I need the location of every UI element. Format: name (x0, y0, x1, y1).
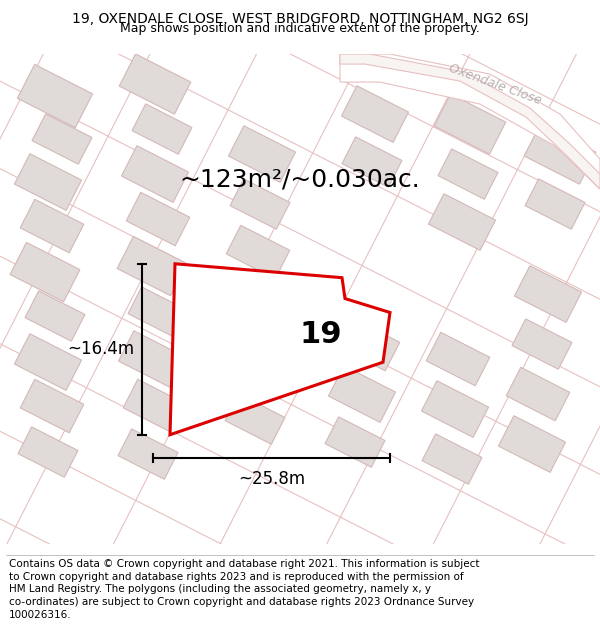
Polygon shape (422, 434, 482, 484)
Polygon shape (121, 146, 188, 202)
Polygon shape (17, 64, 92, 128)
Polygon shape (340, 54, 600, 189)
Polygon shape (336, 318, 400, 371)
Polygon shape (170, 264, 390, 435)
Text: 19: 19 (299, 321, 342, 349)
Text: ~123m²/~0.030ac.: ~123m²/~0.030ac. (179, 167, 421, 191)
Polygon shape (434, 94, 506, 154)
Polygon shape (426, 332, 490, 386)
Polygon shape (525, 179, 585, 229)
Polygon shape (512, 319, 572, 369)
Text: Map shows position and indicative extent of the property.: Map shows position and indicative extent… (120, 22, 480, 35)
Polygon shape (10, 242, 80, 302)
Text: ~25.8m: ~25.8m (238, 469, 305, 488)
Polygon shape (18, 427, 78, 478)
Polygon shape (438, 149, 498, 199)
Polygon shape (20, 199, 84, 252)
Text: to Crown copyright and database rights 2023 and is reproduced with the permissio: to Crown copyright and database rights 2… (9, 571, 464, 581)
Text: Contains OS data © Crown copyright and database right 2021. This information is : Contains OS data © Crown copyright and d… (9, 559, 479, 569)
Polygon shape (499, 416, 566, 472)
Polygon shape (325, 417, 385, 468)
Text: 100026316.: 100026316. (9, 610, 71, 620)
Polygon shape (25, 291, 85, 341)
Polygon shape (118, 429, 178, 479)
Polygon shape (117, 236, 187, 296)
Polygon shape (132, 104, 192, 154)
Polygon shape (123, 379, 187, 432)
Text: Oxendale Close: Oxendale Close (447, 61, 543, 107)
Polygon shape (514, 266, 581, 322)
Polygon shape (341, 86, 409, 142)
Polygon shape (328, 366, 395, 423)
Polygon shape (14, 334, 82, 391)
Polygon shape (119, 54, 191, 114)
Polygon shape (230, 179, 290, 229)
Polygon shape (506, 368, 570, 421)
Polygon shape (128, 287, 188, 338)
Text: HM Land Registry. The polygons (including the associated geometry, namely x, y: HM Land Registry. The polygons (includin… (9, 584, 431, 594)
Text: 19, OXENDALE CLOSE, WEST BRIDGFORD, NOTTINGHAM, NG2 6SJ: 19, OXENDALE CLOSE, WEST BRIDGFORD, NOTT… (71, 12, 529, 26)
Polygon shape (229, 126, 296, 182)
Polygon shape (14, 154, 82, 211)
Polygon shape (340, 54, 600, 189)
Polygon shape (118, 331, 185, 388)
Polygon shape (421, 381, 488, 438)
Polygon shape (428, 194, 496, 251)
Text: ~16.4m: ~16.4m (67, 340, 134, 358)
Polygon shape (524, 124, 596, 184)
Polygon shape (225, 394, 285, 444)
Polygon shape (224, 341, 292, 398)
Polygon shape (20, 379, 84, 432)
Polygon shape (126, 192, 190, 246)
Polygon shape (342, 137, 402, 188)
Text: co-ordinates) are subject to Crown copyright and database rights 2023 Ordnance S: co-ordinates) are subject to Crown copyr… (9, 598, 474, 608)
Polygon shape (32, 114, 92, 164)
Polygon shape (226, 226, 290, 279)
